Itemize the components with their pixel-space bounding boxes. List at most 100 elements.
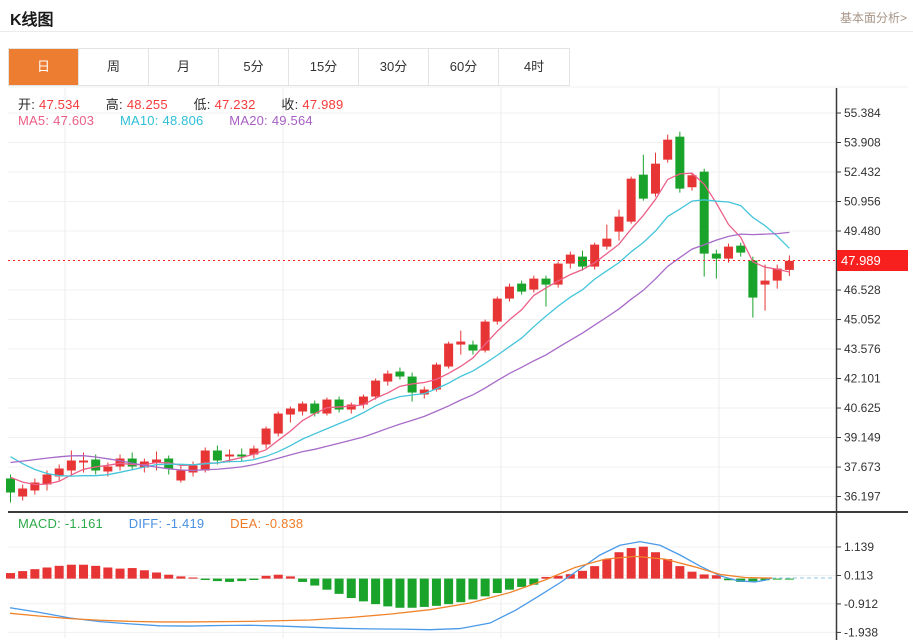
- ma10-value: 48.806: [162, 113, 204, 128]
- macd-hist-bar: [638, 546, 648, 579]
- macd-hist-bar: [6, 573, 15, 579]
- macd-hist-bar: [261, 575, 271, 579]
- y-axis-tick-label: 46.528: [844, 283, 881, 297]
- candle-body: [748, 260, 758, 298]
- tab-4hour[interactable]: 4时: [523, 59, 545, 74]
- macd-hist-bar: [480, 578, 490, 597]
- macd-hist-bar: [115, 568, 125, 579]
- candle-body: [310, 403, 320, 414]
- candle-body: [419, 389, 429, 395]
- candle-body: [772, 268, 782, 281]
- candle-body: [602, 238, 612, 247]
- ohlc-close-value: 47.989: [302, 97, 344, 112]
- macd-hist-bar: [651, 552, 661, 579]
- candle-body: [273, 413, 283, 434]
- macd-hist-bar: [590, 566, 600, 579]
- ma10-label: MA10:: [119, 113, 159, 128]
- macd-hist-bar: [200, 578, 210, 580]
- macd-hist-bar: [407, 578, 417, 608]
- y-axis-tick-label: -0.912: [844, 597, 878, 611]
- macd-hist-bar: [456, 578, 466, 603]
- candle-body: [529, 278, 539, 290]
- candle-body: [480, 321, 490, 351]
- ohlc-low-label: 低:: [193, 97, 211, 112]
- fundamental-analysis-link[interactable]: 基本面分析>: [839, 11, 907, 25]
- candle-body: [492, 298, 502, 322]
- macd-hist-bar: [577, 570, 587, 579]
- y-axis-tick-label: 49.480: [844, 224, 881, 238]
- macd-hist-bar: [42, 567, 52, 579]
- macd-hist-bar: [699, 574, 709, 579]
- macd-hist-bar: [298, 578, 308, 582]
- y-axis-tick-label: 40.625: [844, 401, 881, 415]
- current-price-badge: 47.989: [837, 250, 908, 271]
- ma20-line: [10, 231, 790, 472]
- candle-body: [115, 458, 125, 467]
- candle-body: [638, 174, 648, 199]
- candle-body: [614, 216, 624, 232]
- ohlc-close-label: 收:: [281, 97, 299, 112]
- macd-hist-bar: [188, 577, 198, 579]
- candle-body: [711, 253, 721, 259]
- macd-hist-bar: [139, 570, 149, 579]
- ohlc-low-value: 47.232: [214, 97, 256, 112]
- ma-info-row: MA5: 47.603 MA10: 48.806 MA20: 49.564: [18, 113, 317, 128]
- candle-body: [261, 428, 271, 445]
- candle-body: [431, 364, 441, 390]
- macd-hist-bar: [724, 578, 734, 581]
- y-axis-tick-label: 55.384: [844, 106, 881, 120]
- tab-60min[interactable]: 60分: [429, 49, 499, 85]
- candle-body: [395, 371, 405, 377]
- tab-day[interactable]: 日: [9, 49, 79, 85]
- macd-hist-bar: [54, 565, 64, 579]
- tab-month[interactable]: 月: [149, 49, 219, 85]
- tab-30min[interactable]: 30分: [359, 49, 429, 85]
- ohlc-open-value: 47.534: [39, 97, 80, 112]
- candle-body: [346, 404, 356, 410]
- candle-body: [626, 178, 636, 222]
- candle-body: [760, 280, 770, 285]
- ohlc-high-value: 48.255: [126, 97, 168, 112]
- candle-body: [334, 399, 344, 410]
- candle-body: [298, 403, 308, 412]
- candle-body: [66, 460, 76, 471]
- y-axis-tick-label: -1.938: [844, 625, 878, 639]
- ma20-label: MA20:: [229, 113, 268, 128]
- tab-week[interactable]: 周: [79, 49, 149, 85]
- candle-body: [285, 408, 295, 415]
- macd-hist-bar: [626, 548, 636, 579]
- candle-body: [383, 373, 393, 382]
- macd-hist-bar: [91, 565, 101, 579]
- candle-body: [79, 460, 89, 463]
- candle-body: [127, 458, 137, 467]
- y-axis-tick-label: 52.432: [844, 165, 881, 179]
- y-axis-tick-label: 53.908: [844, 136, 881, 150]
- macd-hist-bar: [395, 578, 405, 608]
- candle-body: [565, 254, 575, 264]
- macd-hist-bar: [772, 578, 782, 580]
- macd-hist-bar: [371, 578, 381, 605]
- candle-body: [663, 139, 673, 160]
- candle-body: [675, 136, 685, 189]
- candle-body: [176, 470, 186, 481]
- candle-body: [18, 488, 28, 497]
- candle-body: [541, 278, 551, 285]
- tab-5min[interactable]: 5分: [219, 49, 289, 85]
- candle-body: [553, 263, 563, 285]
- ohlc-info-row: 开: 47.534 高: 48.255 低: 47.232 收: 47.989: [18, 94, 347, 113]
- candle-body: [444, 343, 454, 367]
- macd-hist-bar: [334, 578, 344, 594]
- macd-hist-bar: [103, 567, 113, 579]
- candle-body: [577, 256, 587, 267]
- tab-15min[interactable]: 15分: [289, 49, 359, 85]
- candle-body: [358, 396, 368, 405]
- macd-hist-bar: [553, 575, 563, 579]
- candle-body: [468, 344, 478, 351]
- macd-info-row: MACD: -1.161 DIFF: -1.419 DEA: -0.838: [18, 516, 307, 531]
- candle-body: [188, 465, 198, 473]
- macd-hist-bar: [760, 578, 770, 581]
- macd-hist-bar: [529, 578, 539, 585]
- candle-body: [517, 283, 527, 292]
- macd-hist-bar: [237, 578, 247, 582]
